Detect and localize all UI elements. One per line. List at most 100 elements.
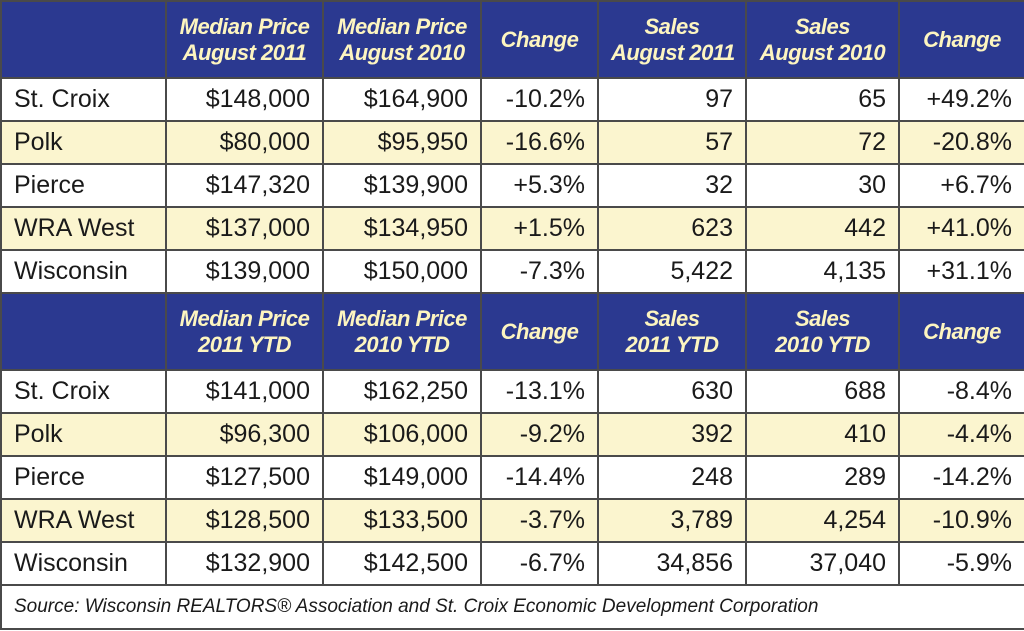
value-cell: $164,900 bbox=[322, 77, 482, 122]
value-cell: 688 bbox=[745, 369, 900, 414]
value-cell: 4,254 bbox=[745, 498, 900, 543]
header-line: 2011 YTD bbox=[197, 331, 292, 357]
value-cell: +41.0% bbox=[898, 206, 1024, 251]
region-cell: St. Croix bbox=[0, 77, 167, 122]
header-line: 2010 YTD bbox=[775, 331, 870, 357]
region-cell: St. Croix bbox=[0, 369, 167, 414]
value-cell: -16.6% bbox=[480, 120, 599, 165]
region-cell: WRA West bbox=[0, 206, 167, 251]
value-cell: 30 bbox=[745, 163, 900, 208]
value-cell: $106,000 bbox=[322, 412, 482, 457]
value-cell: 32 bbox=[597, 163, 747, 208]
header-cell bbox=[0, 0, 167, 79]
value-cell: 623 bbox=[597, 206, 747, 251]
value-cell: -20.8% bbox=[898, 120, 1024, 165]
region-cell: WRA West bbox=[0, 498, 167, 543]
header-line: August 2011 bbox=[611, 39, 735, 65]
header-line: Change bbox=[500, 318, 579, 344]
value-cell: 630 bbox=[597, 369, 747, 414]
header-line: Median Price bbox=[179, 13, 310, 39]
header-line: Sales bbox=[795, 13, 851, 39]
value-cell: +49.2% bbox=[898, 77, 1024, 122]
data-row: St. Croix $148,000 $164,900 -10.2% 97 65 +49.2… bbox=[0, 77, 1024, 122]
value-cell: 72 bbox=[745, 120, 900, 165]
header-line: Change bbox=[500, 26, 579, 52]
header-cell: Median Price August 2011 bbox=[165, 0, 324, 79]
header-line: August 2010 bbox=[339, 39, 465, 65]
value-cell: -13.1% bbox=[480, 369, 599, 414]
value-cell: $141,000 bbox=[165, 369, 324, 414]
value-cell: 97 bbox=[597, 77, 747, 122]
value-cell: $96,300 bbox=[165, 412, 324, 457]
value-cell: $139,900 bbox=[322, 163, 482, 208]
header-cell: Change bbox=[480, 292, 599, 371]
header-cell: Change bbox=[898, 292, 1024, 371]
region-cell: Polk bbox=[0, 120, 167, 165]
value-cell: $134,950 bbox=[322, 206, 482, 251]
header-line: Change bbox=[923, 26, 1001, 52]
value-cell: 57 bbox=[597, 120, 747, 165]
header-line: Median Price bbox=[179, 305, 310, 331]
header-line: August 2011 bbox=[182, 39, 307, 65]
header-line: Sales bbox=[795, 305, 851, 331]
value-cell: $128,500 bbox=[165, 498, 324, 543]
region-cell: Pierce bbox=[0, 163, 167, 208]
header-cell: Sales August 2010 bbox=[745, 0, 900, 79]
value-cell: $132,900 bbox=[165, 541, 324, 586]
header-line: Sales bbox=[644, 13, 701, 39]
source-row: Source: Wisconsin REALTORS® Association … bbox=[0, 584, 1024, 630]
header-cell: Change bbox=[898, 0, 1024, 79]
value-cell: $80,000 bbox=[165, 120, 324, 165]
header-cell: Median Price 2011 YTD bbox=[165, 292, 324, 371]
value-cell: 37,040 bbox=[745, 541, 900, 586]
value-cell: $162,250 bbox=[322, 369, 482, 414]
value-cell: 289 bbox=[745, 455, 900, 500]
header-cell: Median Price August 2010 bbox=[322, 0, 482, 79]
data-row: Pierce $127,500 $149,000 -14.4% 248 289 -14.2% bbox=[0, 455, 1024, 500]
value-cell: -5.9% bbox=[898, 541, 1024, 586]
value-cell: $95,950 bbox=[322, 120, 482, 165]
data-row: WRA West $137,000 $134,950 +1.5% 623 442 +41.0… bbox=[0, 206, 1024, 251]
value-cell: $149,000 bbox=[322, 455, 482, 500]
header-cell: Sales 2010 YTD bbox=[745, 292, 900, 371]
value-cell: 3,789 bbox=[597, 498, 747, 543]
value-cell: +6.7% bbox=[898, 163, 1024, 208]
data-row: Wisconsin $132,900 $142,500 -6.7% 34,856 37,0… bbox=[0, 541, 1024, 586]
value-cell: +1.5% bbox=[480, 206, 599, 251]
region-cell: Pierce bbox=[0, 455, 167, 500]
data-row: Pierce $147,320 $139,900 +5.3% 32 30 +6.7% bbox=[0, 163, 1024, 208]
value-cell: -3.7% bbox=[480, 498, 599, 543]
value-cell: -8.4% bbox=[898, 369, 1024, 414]
header-line: 2011 YTD bbox=[625, 331, 719, 357]
value-cell: +31.1% bbox=[898, 249, 1024, 294]
value-cell: -14.4% bbox=[480, 455, 599, 500]
value-cell: 392 bbox=[597, 412, 747, 457]
value-cell: 34,856 bbox=[597, 541, 747, 586]
value-cell: -7.3% bbox=[480, 249, 599, 294]
data-row: WRA West $128,500 $133,500 -3.7% 3,789 4,254-… bbox=[0, 498, 1024, 543]
value-cell: -10.9% bbox=[898, 498, 1024, 543]
value-cell: 4,135 bbox=[745, 249, 900, 294]
region-cell: Polk bbox=[0, 412, 167, 457]
value-cell: -6.7% bbox=[480, 541, 599, 586]
header-cell: Median Price 2010 YTD bbox=[322, 292, 482, 371]
header-line: 2010 YTD bbox=[354, 331, 450, 357]
header-row: Median Price August 2011 Median Price Augus… bbox=[0, 0, 1024, 79]
data-row: Polk $80,000 $95,950 -16.6% 57 72 -20.8% bbox=[0, 120, 1024, 165]
value-cell: $150,000 bbox=[322, 249, 482, 294]
value-cell: +5.3% bbox=[480, 163, 599, 208]
value-cell: -9.2% bbox=[480, 412, 599, 457]
value-cell: $127,500 bbox=[165, 455, 324, 500]
value-cell: $139,000 bbox=[165, 249, 324, 294]
data-row: Polk $96,300 $106,000 -9.2% 392 410 -4.4% bbox=[0, 412, 1024, 457]
header-cell: Sales 2011 YTD bbox=[597, 292, 747, 371]
header-line: Median Price bbox=[337, 13, 467, 39]
header-line: Sales bbox=[644, 305, 701, 331]
value-cell: $133,500 bbox=[322, 498, 482, 543]
value-cell: -4.4% bbox=[898, 412, 1024, 457]
header-cell bbox=[0, 292, 167, 371]
region-cell: Wisconsin bbox=[0, 249, 167, 294]
value-cell: $147,320 bbox=[165, 163, 324, 208]
